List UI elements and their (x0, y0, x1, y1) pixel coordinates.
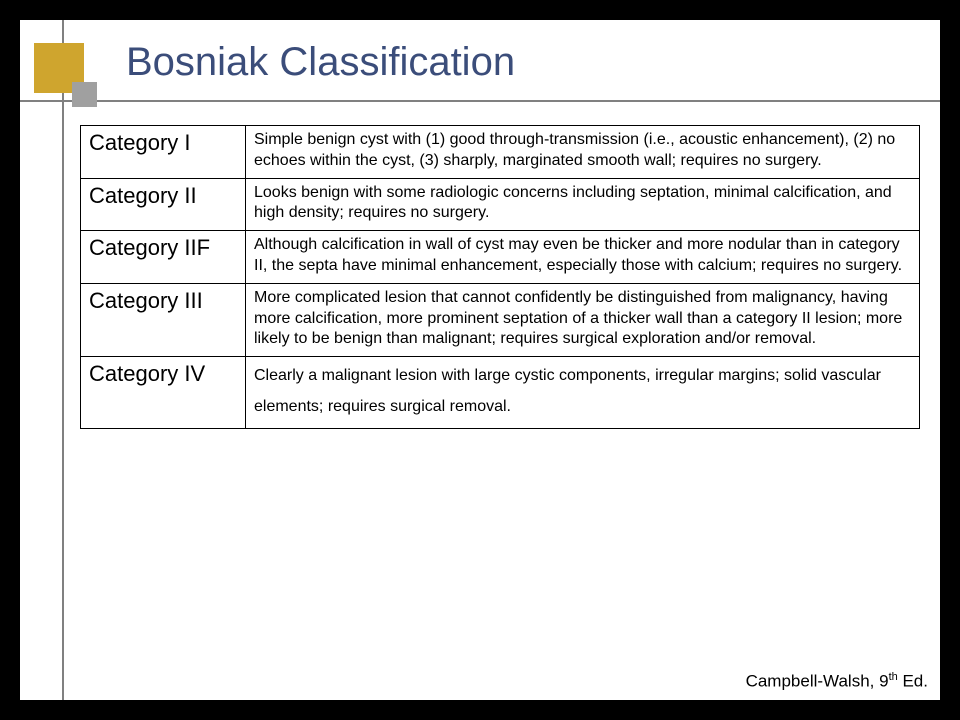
slide-title: Bosniak Classification (126, 40, 515, 85)
vertical-rule (62, 20, 64, 700)
citation-prefix: Campbell-Walsh, 9 (746, 672, 889, 691)
description-cell: Clearly a malignant lesion with large cy… (246, 357, 920, 429)
table-row: Category III More complicated lesion tha… (81, 283, 920, 356)
description-cell: Although calcification in wall of cyst m… (246, 231, 920, 284)
citation: Campbell-Walsh, 9th Ed. (746, 671, 928, 692)
category-cell: Category IV (81, 357, 246, 429)
category-cell: Category II (81, 178, 246, 231)
table-row: Category II Looks benign with some radio… (81, 178, 920, 231)
category-cell: Category III (81, 283, 246, 356)
table-row: Category IV Clearly a malignant lesion w… (81, 357, 920, 429)
table-row: Category I Simple benign cyst with (1) g… (81, 126, 920, 179)
description-cell: More complicated lesion that cannot conf… (246, 283, 920, 356)
category-cell: Category IIF (81, 231, 246, 284)
description-cell: Looks benign with some radiologic concer… (246, 178, 920, 231)
table-row: Category IIF Although calcification in w… (81, 231, 920, 284)
citation-sup: th (889, 671, 898, 683)
horizontal-rule (20, 100, 940, 102)
category-cell: Category I (81, 126, 246, 179)
gray-square-icon (72, 82, 97, 107)
citation-suffix: Ed. (898, 672, 928, 691)
classification-table: Category I Simple benign cyst with (1) g… (80, 125, 920, 429)
description-cell: Simple benign cyst with (1) good through… (246, 126, 920, 179)
slide: Bosniak Classification Category I Simple… (20, 20, 940, 700)
